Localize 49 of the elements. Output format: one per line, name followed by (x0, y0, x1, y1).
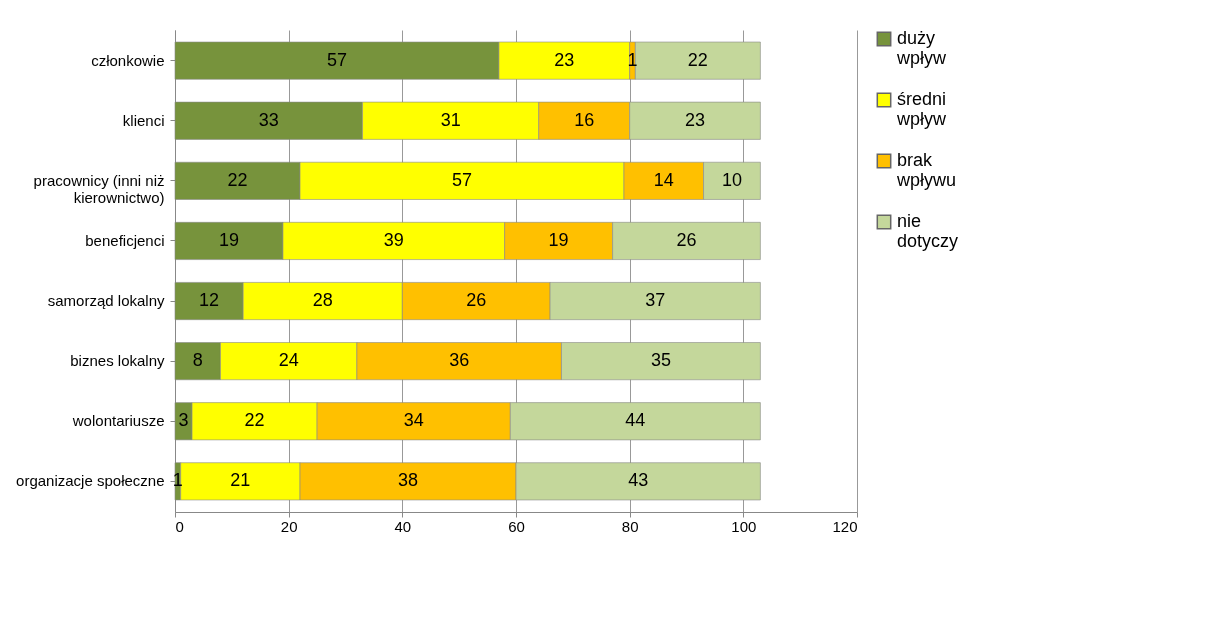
y-tick-label: klienci (122, 111, 165, 129)
data-label: 34 (403, 410, 424, 431)
legend-label: duży wpływ (896, 28, 948, 68)
data-label: 39 (383, 229, 404, 250)
legend-label: brak wpływu (896, 150, 957, 190)
data-label: 23 (554, 49, 575, 70)
legend-label: nie dotyczy (897, 211, 959, 251)
data-label: 10 (721, 169, 742, 190)
x-tick-label: 0 (175, 517, 184, 535)
data-label: 21 (230, 470, 251, 491)
data-label: 8 (192, 350, 203, 371)
data-label: 35 (650, 350, 671, 371)
data-label: 37 (645, 290, 666, 311)
x-tick-label: 60 (508, 517, 525, 535)
x-tick-label: 20 (280, 517, 298, 535)
x-tick-label: 100 (731, 517, 757, 535)
y-tick-label: pracownicy (inni niż kierownictwo) (33, 171, 165, 206)
x-tick-label: 40 (394, 517, 412, 535)
y-tick-label: członkowie (91, 51, 165, 69)
data-label: 19 (218, 229, 240, 250)
data-label: 38 (398, 470, 419, 491)
data-label: 22 (227, 169, 248, 190)
data-label: 57 (451, 169, 473, 190)
data-label: 36 (449, 350, 470, 371)
data-label: 16 (574, 109, 595, 130)
x-tick-label: 120 (832, 517, 858, 535)
data-label: 31 (440, 109, 461, 130)
data-label: 12 (199, 290, 220, 311)
y-tick-label: biznes lokalny (70, 352, 165, 370)
data-label: 22 (687, 49, 708, 70)
y-tick-label: beneficjenci (85, 231, 165, 249)
data-label: 23 (685, 109, 706, 130)
data-label: 24 (278, 350, 299, 371)
data-label: 43 (628, 470, 649, 491)
y-tick-label: wolontariusze (71, 412, 165, 430)
data-label: 3 (178, 410, 189, 431)
data-label: 26 (676, 229, 697, 250)
y-tick-label: samorząd lokalny (47, 292, 165, 310)
data-label: 14 (653, 169, 674, 190)
data-label: 22 (244, 410, 265, 431)
data-label: 44 (625, 410, 646, 431)
data-label: 28 (312, 290, 333, 311)
data-label: 19 (548, 229, 569, 250)
y-tick-label: organizacje społeczne (16, 472, 165, 490)
data-label: 26 (466, 290, 487, 311)
legend-label: średni wpływ (896, 89, 948, 129)
data-label: 33 (258, 109, 279, 130)
x-tick-label: 80 (621, 517, 639, 535)
data-label: 57 (326, 49, 347, 70)
